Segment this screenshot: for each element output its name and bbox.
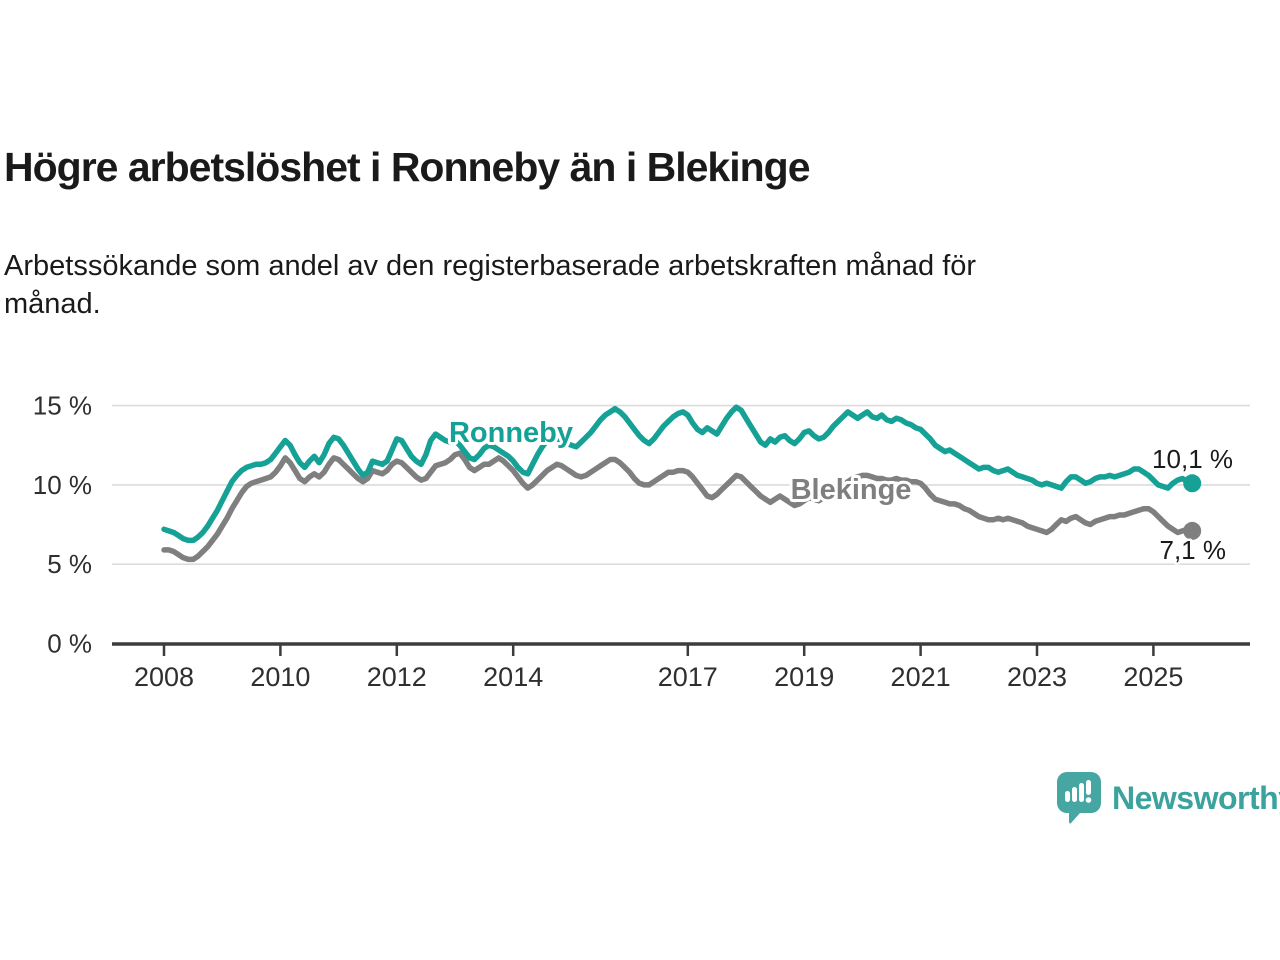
- ronneby-line: [161, 404, 1195, 544]
- end-value-ronneby: 10,1 %: [1152, 444, 1233, 474]
- y-tick-label: 5 %: [47, 549, 92, 579]
- gridlines: [112, 404, 1250, 566]
- page-subtitle: Arbetssökande som andel av den registerb…: [4, 250, 977, 320]
- newsworthy-logo: Newsworthy: [1056, 770, 1280, 826]
- brand-name: Newsworthy: [1112, 779, 1280, 816]
- series-lines: [161, 404, 1202, 563]
- x-tick-label: 2010: [250, 662, 310, 692]
- y-tick-label: 10 %: [33, 470, 92, 500]
- x-tick-label: 2021: [891, 662, 951, 692]
- x-tick-label: 2025: [1123, 662, 1183, 692]
- end-value-blekinge: 7,1 %: [1160, 535, 1227, 565]
- x-tick-label: 2017: [658, 662, 718, 692]
- ronneby-end-dot: [1183, 474, 1202, 493]
- x-tick-label: 2014: [483, 662, 543, 692]
- bar-chart-bubble-icon: [1057, 772, 1101, 824]
- blekinge-line: [161, 450, 1195, 563]
- series-label-ronneby: Ronneby: [449, 417, 573, 449]
- y-tick-label: 0 %: [47, 629, 92, 659]
- y-axis-labels: 15 % 10 % 5 % 0 %: [33, 391, 92, 659]
- y-tick-label: 15 %: [33, 391, 92, 421]
- x-tick-label: 2023: [1007, 662, 1067, 692]
- x-axis: 2008 2010 2012 2014 2017 2019 2021 2023 2025: [112, 642, 1250, 692]
- x-tick-label: 2019: [774, 662, 834, 692]
- page-title: Högre arbetslöshet i Ronneby än i Blekin…: [4, 144, 811, 190]
- series-label-blekinge: Blekinge: [791, 474, 912, 506]
- blekinge-end-dot: [1183, 521, 1202, 540]
- x-tick-label: 2008: [134, 662, 194, 692]
- x-tick-label: 2012: [367, 662, 427, 692]
